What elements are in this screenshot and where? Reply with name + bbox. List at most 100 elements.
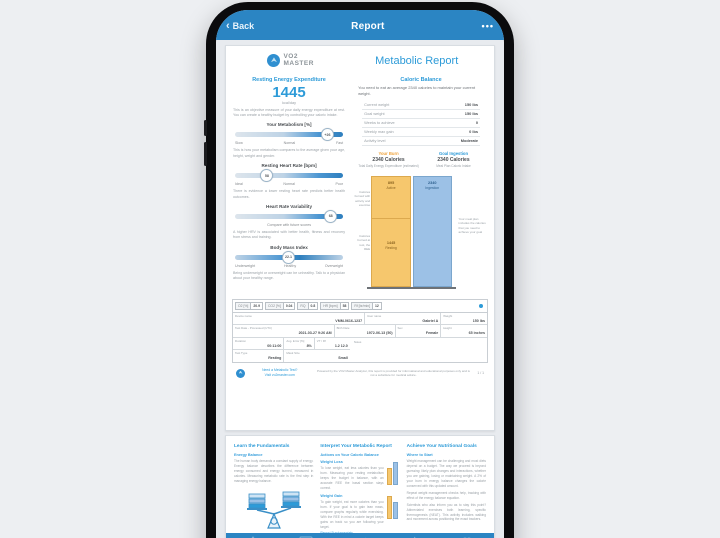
mini-chart-icon bbox=[386, 495, 400, 519]
notes-cell: Notes bbox=[353, 339, 362, 344]
report-footer: Need a Metabolic Test? Visit vo2master.c… bbox=[232, 368, 488, 378]
education-card: Learn the Fundamentals Energy Balance Th… bbox=[225, 435, 495, 538]
disclaimer-text: Powered by the VO2 Master Analyzer, this… bbox=[316, 368, 470, 378]
report-title: Metabolic Report bbox=[375, 54, 459, 67]
more-options-button[interactable]: ••• bbox=[481, 21, 494, 31]
table-row: Activity level Moderate bbox=[362, 137, 480, 146]
duration-cell: Duration 00:11:00 bbox=[233, 337, 285, 350]
sex-cell: Sex Female bbox=[396, 325, 442, 337]
vo2-master-logo-icon bbox=[236, 368, 245, 378]
test-details-table: O2 [%] 20.9 CO2 [%] 0.04 RQ 0.8 HR [bp bbox=[232, 298, 488, 363]
metabolism-gauge: +26 bbox=[235, 128, 344, 142]
caloric-balance-heading: Caloric Balance bbox=[400, 76, 442, 83]
left-column: Resting Energy Expenditure 1445 kcal/day… bbox=[232, 74, 346, 294]
chart-annotation: Calories burned at rest, the REE bbox=[357, 233, 371, 251]
weight-cell: Weight 150 lbs bbox=[443, 313, 485, 323]
test-date-cell: Test Date - Processed (UTC) 2021-03-27 9… bbox=[233, 325, 335, 337]
column-subheading: Actions on Your Caloric Balance bbox=[320, 453, 379, 457]
hrv-gauge: 68 bbox=[235, 209, 344, 223]
device-name-cell: Device name VMM-0616-1237 bbox=[233, 312, 366, 325]
column-text: Weight management can be challenging and… bbox=[406, 459, 486, 488]
vo2-master-logo-icon bbox=[267, 54, 281, 68]
hrv-caption: Compare with future scores bbox=[267, 222, 312, 227]
sensor-chip: HR [bpm] 58 bbox=[320, 301, 350, 310]
footer-links: Need a Metabolic Test? Visit vo2master.c… bbox=[250, 368, 310, 378]
metabolism-gauge-labels: Slow Normal Fast bbox=[235, 141, 344, 146]
caloric-balance-intro: You need to eat an average 2340 calories… bbox=[358, 84, 476, 96]
goals-column: Achieve Your Nutritional Goals Where to … bbox=[407, 444, 486, 538]
volume-up-button bbox=[204, 120, 207, 136]
ingestion-segment: 2340 Ingestion bbox=[412, 175, 452, 287]
chart-baseline bbox=[367, 286, 456, 289]
user-name-cell: User name Gabriel A bbox=[365, 312, 442, 325]
chart-annotation: Calories burned with activity and exerci… bbox=[354, 189, 371, 207]
sensor-chip: RQ 0.8 bbox=[297, 301, 319, 310]
hrv-gauge-title: Heart Rate Variability bbox=[266, 203, 313, 209]
monitor-icon bbox=[299, 536, 313, 538]
apple-icon bbox=[413, 536, 416, 538]
vt-rf-cell: VT / Rf 1.2 12.0 bbox=[316, 338, 348, 348]
bmi-gauge-value: 22.1 bbox=[282, 250, 296, 264]
report-scroll-area[interactable]: VO2 MASTER Metabolic Report Resting Ener… bbox=[216, 40, 504, 538]
bmi-gauge-title: Body Mass Index bbox=[270, 244, 308, 250]
website-link[interactable]: Visit vo2master.com bbox=[264, 373, 295, 378]
weight-loss-title: Weight Loss bbox=[320, 460, 343, 464]
page-number: 1 / 1 bbox=[477, 371, 484, 376]
table-row: Test Date - Processed (UTC) 2021-03-27 9… bbox=[233, 325, 487, 338]
column-text: The human body demands a constant supply… bbox=[234, 459, 314, 483]
vo2-master-wordmark: VO2 MASTER bbox=[283, 53, 314, 67]
page-title: Report bbox=[351, 20, 385, 32]
sensor-chip: O2 [%] 20.9 bbox=[235, 301, 263, 310]
burn-stat: Your Burn 2340 Calories Total Daily Ener… bbox=[358, 150, 419, 168]
chevron-left-icon: ‹ bbox=[226, 19, 230, 32]
balance-scale-illustration bbox=[246, 491, 301, 529]
active-segment: 895 Active bbox=[371, 175, 411, 219]
metabolism-gauge-title: Your Metabolism [%] bbox=[266, 122, 312, 128]
ree-unit: kcal/day bbox=[282, 100, 296, 105]
error-cell: Avg. Error [%] 8% bbox=[284, 337, 315, 350]
mini-chart-icon bbox=[386, 461, 400, 485]
test-type-cell: Test Type Resting bbox=[233, 350, 285, 362]
calorie-stats: Your Burn 2340 Calories Total Daily Ener… bbox=[356, 151, 486, 168]
column-heading: Interpret Your Metabolic Report bbox=[320, 444, 392, 449]
vo2-master-logo: VO2 MASTER bbox=[234, 53, 347, 68]
height-cell: Height 65 inches bbox=[443, 326, 485, 336]
birth-date-cell: Birth Date 1972-06-13 (50) bbox=[335, 325, 396, 337]
table-row: Device name VMM-0616-1237 User name Gabr… bbox=[233, 312, 487, 326]
rhr-gauge-value: 58 bbox=[260, 169, 274, 183]
weight-loss-text: To lose weight, eat less calories than y… bbox=[320, 466, 384, 490]
metabolic-test-link[interactable]: Need a Metabolic Test? bbox=[262, 367, 298, 372]
back-button[interactable]: ‹ Back bbox=[226, 19, 254, 32]
column-heading: Learn the Fundamentals bbox=[234, 444, 290, 449]
table-row: Current weight 150 lbs bbox=[362, 101, 480, 110]
weight-gain-text: To gain weight, eat more calories than y… bbox=[320, 499, 384, 529]
sensor-chip: Rf [br/min] 12 bbox=[351, 301, 382, 310]
fundamentals-column: Learn the Fundamentals Energy Balance Th… bbox=[234, 444, 313, 538]
ree-value: 1445 bbox=[272, 83, 306, 101]
resting-segment: 1445 Resting bbox=[371, 218, 411, 287]
table-row: Weekly max gain 0 lbs bbox=[362, 128, 480, 137]
report-page: VO2 MASTER Metabolic Report Resting Ener… bbox=[225, 45, 495, 431]
table-row: Weeks to achieve 0 bbox=[362, 119, 480, 128]
sensor-chips-row: O2 [%] 20.9 CO2 [%] 0.04 RQ 0.8 HR [bp bbox=[233, 300, 487, 313]
bmi-gauge-labels: Underweight Healthy Overweight bbox=[235, 263, 344, 268]
column-subheading: Where to Start bbox=[406, 453, 433, 457]
metabolism-note: This is how your metabolism compares to … bbox=[233, 148, 346, 158]
chart-annotation: Your meal plan includes the calories tha… bbox=[458, 216, 486, 234]
column-text: Repeat weight management checks help, tr… bbox=[406, 490, 486, 500]
column-text: Scientists who also inform you as to sta… bbox=[406, 502, 486, 522]
ree-heading: Resting Energy Expenditure bbox=[252, 76, 326, 83]
bmi-gauge: 22.1 bbox=[235, 250, 344, 264]
table-row: Goal weight 150 lbs bbox=[362, 110, 480, 119]
bmi-note: Being underweight or overweight can be u… bbox=[233, 270, 346, 281]
right-column: Caloric Balance You need to eat an avera… bbox=[354, 74, 488, 294]
volume-down-button bbox=[204, 142, 207, 166]
column-heading: Achieve Your Nutritional Goals bbox=[406, 444, 477, 449]
hrv-gauge-value: 68 bbox=[324, 209, 338, 223]
navigation-bar: ‹ Back Report ••• bbox=[216, 10, 504, 40]
hrv-note: A higher HRV is associated with better h… bbox=[233, 229, 346, 240]
education-footer-band bbox=[226, 533, 494, 538]
rhr-gauge-labels: Ideal Normal Poor bbox=[235, 182, 344, 187]
metabolism-gauge-value: +26 bbox=[320, 128, 334, 142]
rhr-note: There is evidence a lower resting heart … bbox=[233, 189, 346, 199]
